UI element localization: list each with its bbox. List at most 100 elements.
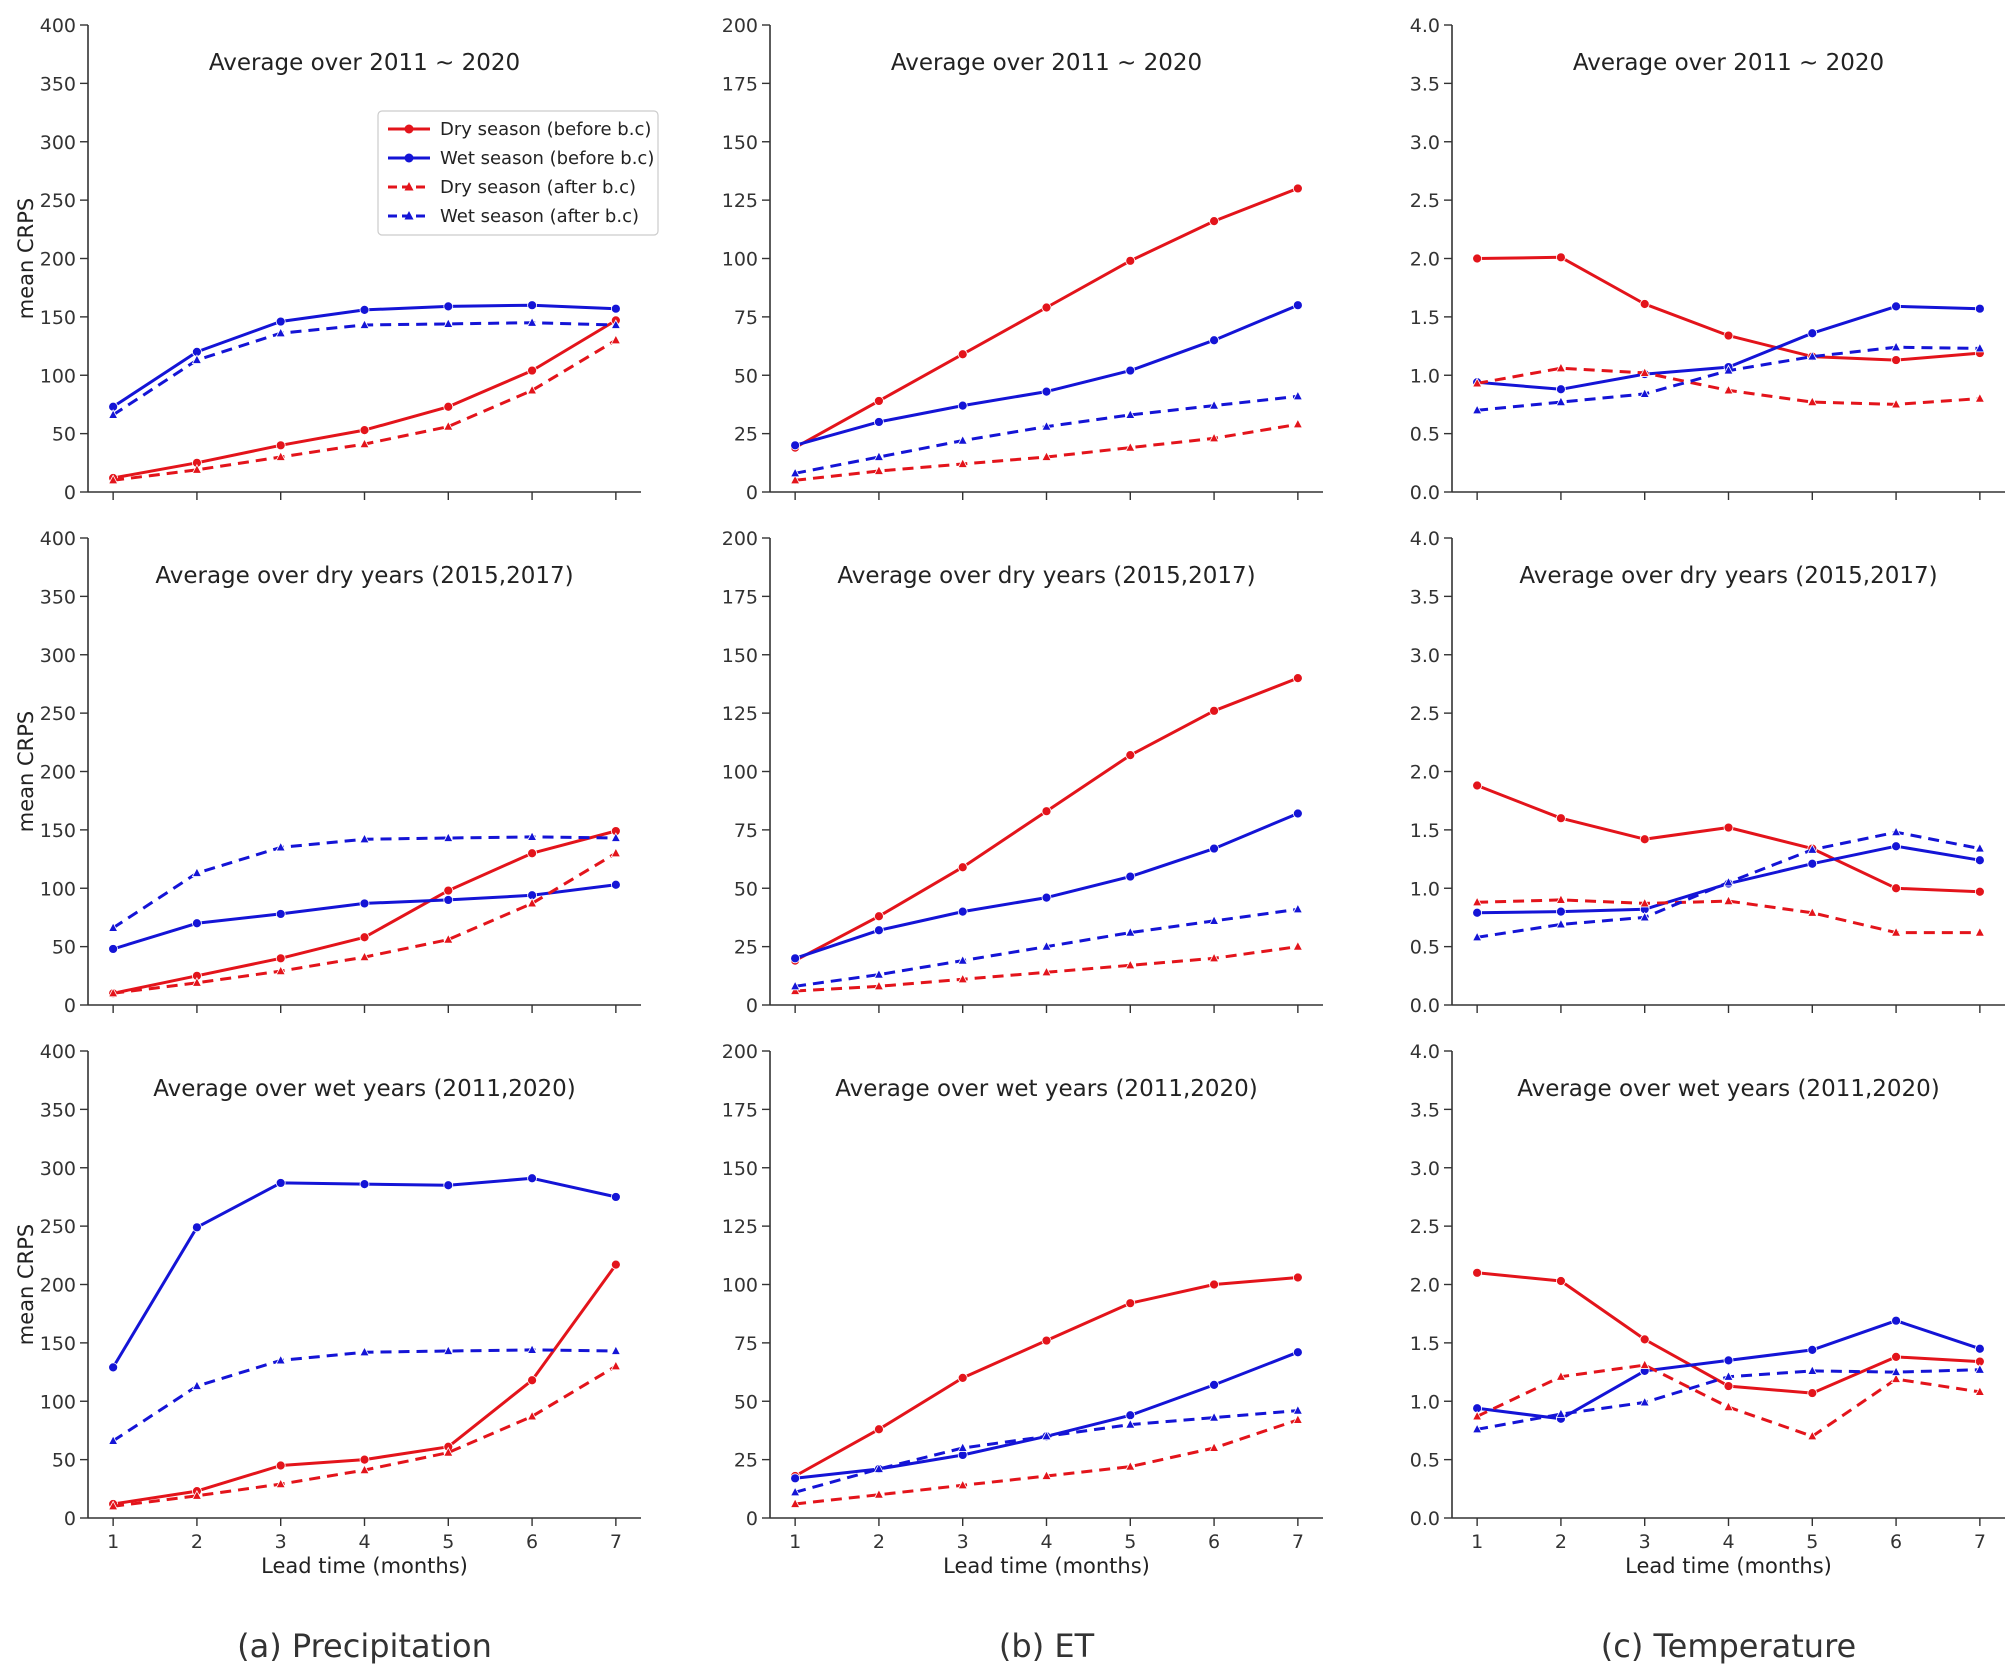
data-point	[610, 303, 621, 314]
data-point	[1807, 906, 1818, 917]
data-point	[957, 954, 968, 965]
data-point	[610, 1345, 622, 1355]
y-tick-label: 1.0	[1410, 1391, 1440, 1413]
y-tick-label: 0	[64, 1508, 76, 1530]
data-point	[1041, 420, 1052, 431]
data-point	[1209, 216, 1219, 227]
data-point	[275, 1354, 286, 1365]
panel-r1-c1: 0 50 100 150 200 250 300 350 400 Average over 201…	[14, 15, 659, 504]
data-point	[1472, 253, 1483, 264]
data-point	[1723, 1381, 1734, 1391]
data-point	[957, 906, 968, 917]
data-point	[1639, 299, 1650, 309]
panel-r3-c2: 0 25 50 75 100 125 150 175 200 1 2 3 4 5 6 7 Average ove…	[722, 1041, 1323, 1578]
x-tick-label: 7	[1292, 1531, 1304, 1553]
data-point	[1639, 1359, 1650, 1369]
data-point	[275, 1178, 286, 1188]
data-point	[527, 848, 537, 859]
x-tick-label: 6	[526, 1531, 538, 1553]
data-point	[1041, 1430, 1052, 1441]
y-tick-label: 0.0	[1410, 995, 1440, 1017]
data-point	[873, 1463, 885, 1473]
data-point	[1292, 673, 1303, 683]
data-point	[443, 420, 454, 431]
y-tick-label: 3.0	[1410, 645, 1440, 667]
data-point	[526, 831, 538, 841]
data-point	[275, 1460, 286, 1471]
data-point	[873, 1488, 885, 1499]
panel-title: Average over wet years (2011,2020)	[835, 1076, 1258, 1102]
series-line-wet-before-bc	[111, 1176, 617, 1369]
data-point	[107, 1500, 119, 1511]
data-point	[1292, 1414, 1304, 1424]
data-point	[1807, 843, 1818, 854]
data-point	[1471, 1410, 1483, 1421]
data-point	[957, 1373, 968, 1383]
data-point	[789, 467, 801, 478]
y-tick-label: 100	[40, 365, 76, 387]
data-point	[1556, 252, 1566, 263]
data-point	[1208, 432, 1220, 443]
y-tick-label: 150	[722, 645, 758, 667]
data-point	[1891, 1315, 1901, 1326]
data-point	[526, 897, 538, 908]
y-tick-label: 100	[722, 249, 758, 271]
y-tick-label: 200	[40, 1275, 76, 1297]
y-tick-label: 2.5	[1410, 1216, 1440, 1238]
data-point	[1807, 328, 1818, 339]
y-tick-label: 2.0	[1410, 249, 1440, 271]
y-tick-label: 125	[722, 703, 758, 725]
panel-r2-c3: 0.0 0.5 1.0 1.5 2.0 2.5 3.0 3.5 4.0 Average over …	[1410, 528, 2005, 1017]
panel-r1-c2: 0 25 50 75 100 125 150 175 200 Average over 2011 …	[722, 15, 1323, 504]
x-tick-label: 5	[1806, 1531, 1818, 1553]
x-tick-label: 3	[1639, 1531, 1651, 1553]
y-tick-label: 1.0	[1410, 878, 1440, 900]
series-line-wet-before-bc	[794, 812, 1299, 960]
y-tick-label: 125	[722, 1216, 758, 1238]
data-point	[1556, 1276, 1566, 1286]
data-point	[359, 1464, 370, 1475]
data-point	[1556, 906, 1566, 917]
data-point	[1974, 1363, 1986, 1374]
y-tick-label: 4.0	[1410, 15, 1440, 37]
y-tick-label: 0.5	[1410, 424, 1440, 446]
data-point	[790, 1473, 801, 1484]
y-tick-label: 350	[40, 1099, 76, 1121]
data-point	[1891, 883, 1901, 894]
data-point	[1890, 1373, 1902, 1383]
data-point	[191, 1489, 203, 1500]
data-point	[1556, 384, 1566, 395]
legend: Dry season (before b.c) Wet season (befor…	[377, 110, 659, 236]
data-point	[1209, 705, 1219, 716]
x-tick-label: 2	[1555, 1531, 1567, 1553]
data-point	[874, 911, 884, 922]
data-point	[1639, 911, 1650, 922]
data-point	[359, 319, 370, 329]
data-point	[873, 980, 885, 991]
y-tick-label: 2.5	[1410, 190, 1440, 212]
data-point	[1471, 377, 1483, 388]
data-point	[359, 1179, 370, 1189]
legend-box	[377, 110, 659, 236]
data-point	[526, 384, 538, 395]
data-point	[874, 1424, 884, 1435]
data-point	[1891, 355, 1901, 365]
data-point	[1125, 926, 1136, 937]
data-point	[1125, 441, 1136, 452]
y-tick-label: 100	[722, 762, 758, 784]
data-point	[610, 1360, 622, 1371]
data-point	[1041, 806, 1052, 817]
data-point	[359, 932, 370, 943]
data-point	[1974, 855, 1985, 866]
data-point	[1723, 384, 1734, 395]
data-point	[1292, 390, 1304, 401]
data-point	[275, 841, 286, 852]
y-tick-label: 250	[40, 703, 76, 725]
data-point	[275, 909, 286, 919]
data-point	[1125, 959, 1136, 970]
y-axis-title: mean CRPS	[14, 711, 38, 832]
data-point	[1974, 303, 1985, 314]
series-line-wet-after-bc	[1476, 345, 1980, 412]
y-tick-label: 200	[722, 15, 758, 37]
